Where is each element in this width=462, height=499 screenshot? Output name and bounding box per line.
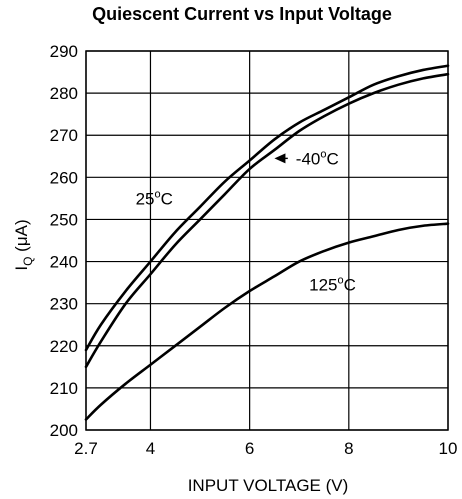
series-line-125c [84,222,450,421]
annotation-label: 125oC [309,275,356,295]
y-tick-label: 280 [50,84,78,103]
y-tick-label: 210 [50,379,78,398]
series-lines [84,64,450,421]
y-tick-label: 220 [50,337,78,356]
y-axis-label-sub: Q [21,257,35,266]
x-tick-label: 4 [146,439,155,458]
x-axis-label: INPUT VOLTAGE (V) [188,476,349,495]
annotation-value: -40 [296,149,321,168]
x-tick-label: 2.7 [74,439,98,458]
x-tick-label: 10 [439,439,458,458]
y-axis-label-unit: (μA) [12,219,31,256]
y-tick-labels: 200 210 220 230 240 250 260 270 280 290 [50,42,78,440]
annotation-label: 25oC [136,188,173,208]
y-axis-label: IQ (μA) [12,219,35,270]
y-tick-label: 200 [50,421,78,440]
annotation-value: 125 [309,276,337,295]
series-line-25c [84,64,450,352]
annotation-arrowhead [274,153,286,164]
annotation-label: -40oC [296,148,339,168]
y-tick-label: 240 [50,253,78,272]
annotation-unit: C [161,189,173,208]
y-axis-label-main: I [12,266,31,271]
chart-title: Quiescent Current vs Input Voltage [92,4,392,24]
annotation-unit: C [326,149,338,168]
y-tick-label: 290 [50,42,78,61]
y-tick-label: 260 [50,168,78,187]
annotation-value: 25 [136,189,155,208]
plot-frame [85,50,449,431]
series-line-40c [84,72,450,369]
annotation-degree: o [155,188,161,200]
y-tick-label: 250 [50,210,78,229]
annotation-degree: o [338,275,344,287]
x-tick-label: 6 [245,439,254,458]
annotation-unit: C [344,276,356,295]
y-tick-label: 230 [50,295,78,314]
x-tick-labels: 2.7 4 6 8 10 [74,439,457,458]
annotation-degree: o [320,148,326,160]
y-tick-label: 270 [50,126,78,145]
x-tick-label: 8 [344,439,353,458]
